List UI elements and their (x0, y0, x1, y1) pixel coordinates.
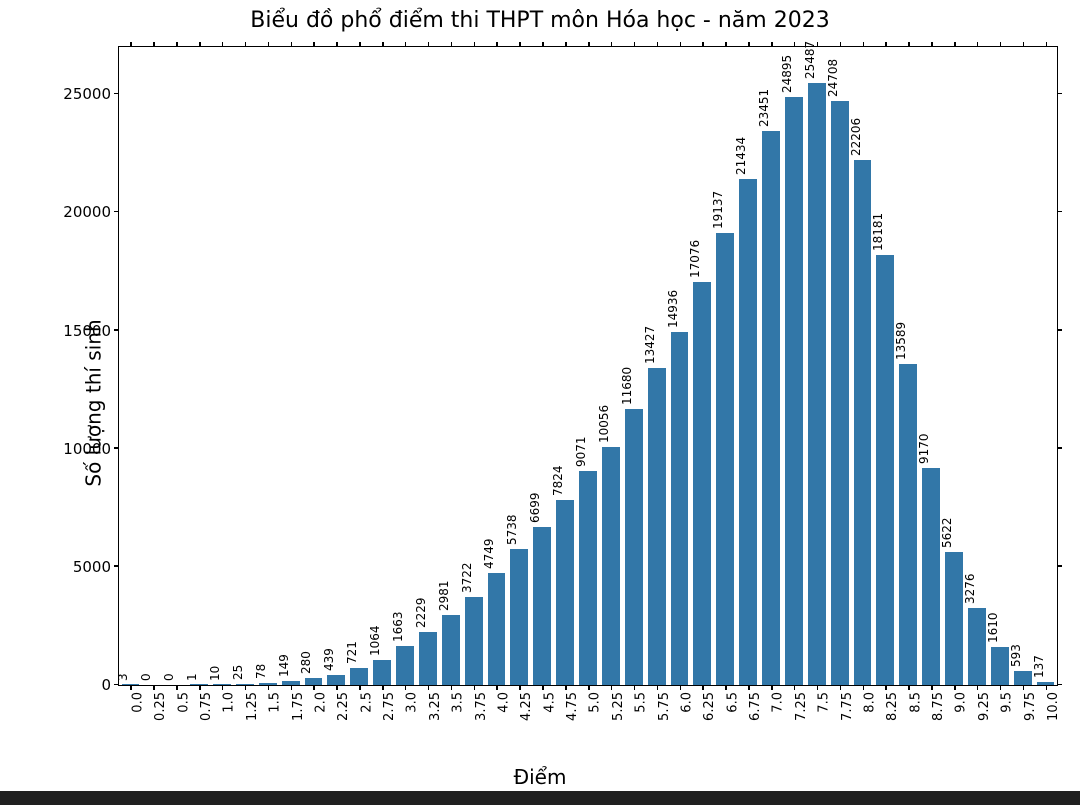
bar (488, 573, 506, 685)
x-tick-mark (680, 42, 682, 47)
x-tick-mark (611, 42, 613, 47)
x-tick-mark (474, 42, 476, 47)
x-tick-mark (908, 42, 910, 47)
plot-area: 05000100001500020000250000.00.250.50.751… (118, 46, 1058, 686)
bar (396, 646, 414, 685)
x-tick-mark (634, 42, 636, 47)
bar (350, 668, 368, 685)
bar (693, 282, 711, 685)
bar (419, 632, 437, 685)
x-tick-mark (542, 42, 544, 47)
bar (968, 608, 986, 685)
x-tick-mark (863, 42, 865, 47)
bar (648, 368, 666, 685)
y-tick-mark (114, 565, 119, 567)
x-tick-mark (496, 42, 498, 47)
x-tick-mark (771, 42, 773, 47)
y-tick-mark (114, 329, 119, 331)
bar (716, 233, 734, 685)
bar (373, 660, 391, 685)
x-tick-mark (130, 42, 132, 47)
x-tick-mark (199, 42, 201, 47)
bar (327, 675, 345, 685)
chart-container: Biểu đồ phổ điểm thi THPT môn Hóa học - … (0, 0, 1080, 805)
x-tick-mark (748, 42, 750, 47)
bar (785, 97, 803, 685)
x-tick-mark (702, 42, 704, 47)
x-tick-mark (931, 42, 933, 47)
y-tick-mark (114, 93, 119, 95)
y-tick-mark (1057, 211, 1062, 213)
bar (945, 552, 963, 685)
x-tick-mark (176, 42, 178, 47)
chart-title: Biểu đồ phổ điểm thi THPT môn Hóa học - … (0, 8, 1080, 33)
x-tick-mark (725, 42, 727, 47)
bar (739, 179, 757, 685)
x-tick-mark (565, 42, 567, 47)
x-tick-mark (954, 42, 956, 47)
bar (762, 131, 780, 685)
bar (465, 597, 483, 685)
y-axis-label: Số lượng thí sinh (82, 319, 106, 486)
x-axis-label: Điểm (0, 765, 1080, 789)
bar (876, 255, 894, 685)
x-tick-mark (451, 42, 453, 47)
x-tick-mark (268, 42, 270, 47)
x-tick-mark (519, 42, 521, 47)
y-tick-mark (1057, 447, 1062, 449)
x-tick-mark (588, 42, 590, 47)
bar (442, 615, 460, 685)
y-tick-mark (114, 211, 119, 213)
x-tick-mark (153, 42, 155, 47)
bar (625, 409, 643, 685)
x-tick-mark (885, 42, 887, 47)
footer-strip (0, 791, 1080, 805)
bar (305, 678, 323, 685)
x-tick-mark (840, 42, 842, 47)
bar (602, 447, 620, 685)
y-tick-mark (1057, 93, 1062, 95)
x-tick-mark (657, 42, 659, 47)
y-tick-label: 10000 (63, 440, 119, 458)
bar (899, 364, 917, 685)
bar (991, 647, 1009, 685)
bar (854, 160, 872, 685)
bar (671, 332, 689, 685)
y-tick-label: 25000 (63, 85, 119, 103)
x-tick-mark (222, 42, 224, 47)
y-tick-mark (114, 447, 119, 449)
x-tick-mark (794, 42, 796, 47)
x-tick-mark (977, 42, 979, 47)
x-tick-mark (382, 42, 384, 47)
y-tick-mark (1057, 565, 1062, 567)
y-tick-label: 20000 (63, 203, 119, 221)
bar (831, 101, 849, 685)
x-tick-mark (428, 42, 430, 47)
x-tick-mark (245, 42, 247, 47)
bar (556, 500, 574, 685)
x-tick-mark (336, 42, 338, 47)
bar (533, 527, 551, 685)
y-tick-mark (1057, 684, 1062, 686)
x-tick-mark (313, 42, 315, 47)
bar (808, 83, 826, 685)
bar (510, 549, 528, 685)
bar (922, 468, 940, 685)
x-tick-mark (405, 42, 407, 47)
bar (579, 471, 597, 685)
x-tick-mark (1046, 42, 1048, 47)
y-tick-label: 5000 (73, 558, 119, 576)
x-tick-mark (1000, 42, 1002, 47)
x-tick-mark (1023, 42, 1025, 47)
bar (1014, 671, 1032, 685)
y-tick-mark (1057, 329, 1062, 331)
y-tick-label: 15000 (63, 322, 119, 340)
x-tick-mark (359, 42, 361, 47)
y-tick-mark (114, 684, 119, 686)
x-tick-mark (291, 42, 293, 47)
